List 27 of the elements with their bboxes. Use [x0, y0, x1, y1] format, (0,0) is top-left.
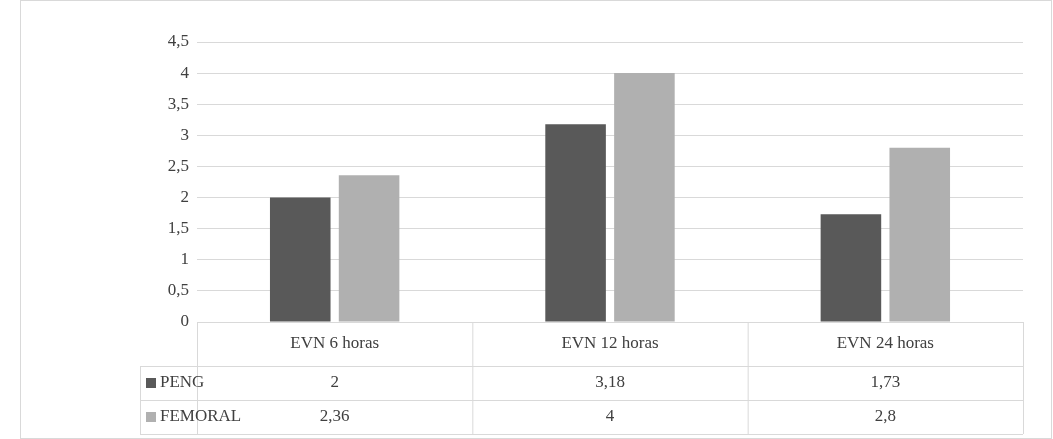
- x-tick-label: EVN 12 horas: [561, 333, 659, 353]
- legend-label: PENG: [160, 372, 205, 392]
- bar: [614, 73, 675, 322]
- bar: [338, 175, 400, 322]
- y-tick-label: 3: [180, 124, 189, 144]
- y-tick-label: 1: [180, 249, 189, 269]
- y-tick-label: 3,5: [167, 93, 189, 113]
- data-label: 2,36: [319, 406, 350, 426]
- data-label: 3,18: [595, 372, 625, 392]
- x-tick-label: EVN 6 horas: [290, 333, 380, 353]
- data-label: 2,8: [874, 406, 896, 426]
- bar: [889, 147, 951, 322]
- bar: [820, 214, 882, 322]
- x-tick-label: EVN 24 horas: [836, 333, 934, 353]
- y-tick-label: 1,5: [167, 218, 189, 238]
- y-tick-label: 0,5: [167, 280, 189, 300]
- legend-label: FEMORAL: [160, 406, 242, 426]
- y-tick-label: 0: [180, 311, 189, 331]
- bar: [545, 124, 606, 322]
- data-label: 1,73: [870, 372, 901, 392]
- y-tick-label: 4: [180, 62, 190, 82]
- bar: [269, 197, 331, 322]
- y-tick-label: 2: [180, 187, 189, 207]
- y-tick-label: 4,5: [167, 31, 189, 51]
- data-label: 4: [605, 406, 615, 426]
- data-label: 2: [330, 372, 339, 392]
- y-tick-label: 2,5: [167, 155, 189, 175]
